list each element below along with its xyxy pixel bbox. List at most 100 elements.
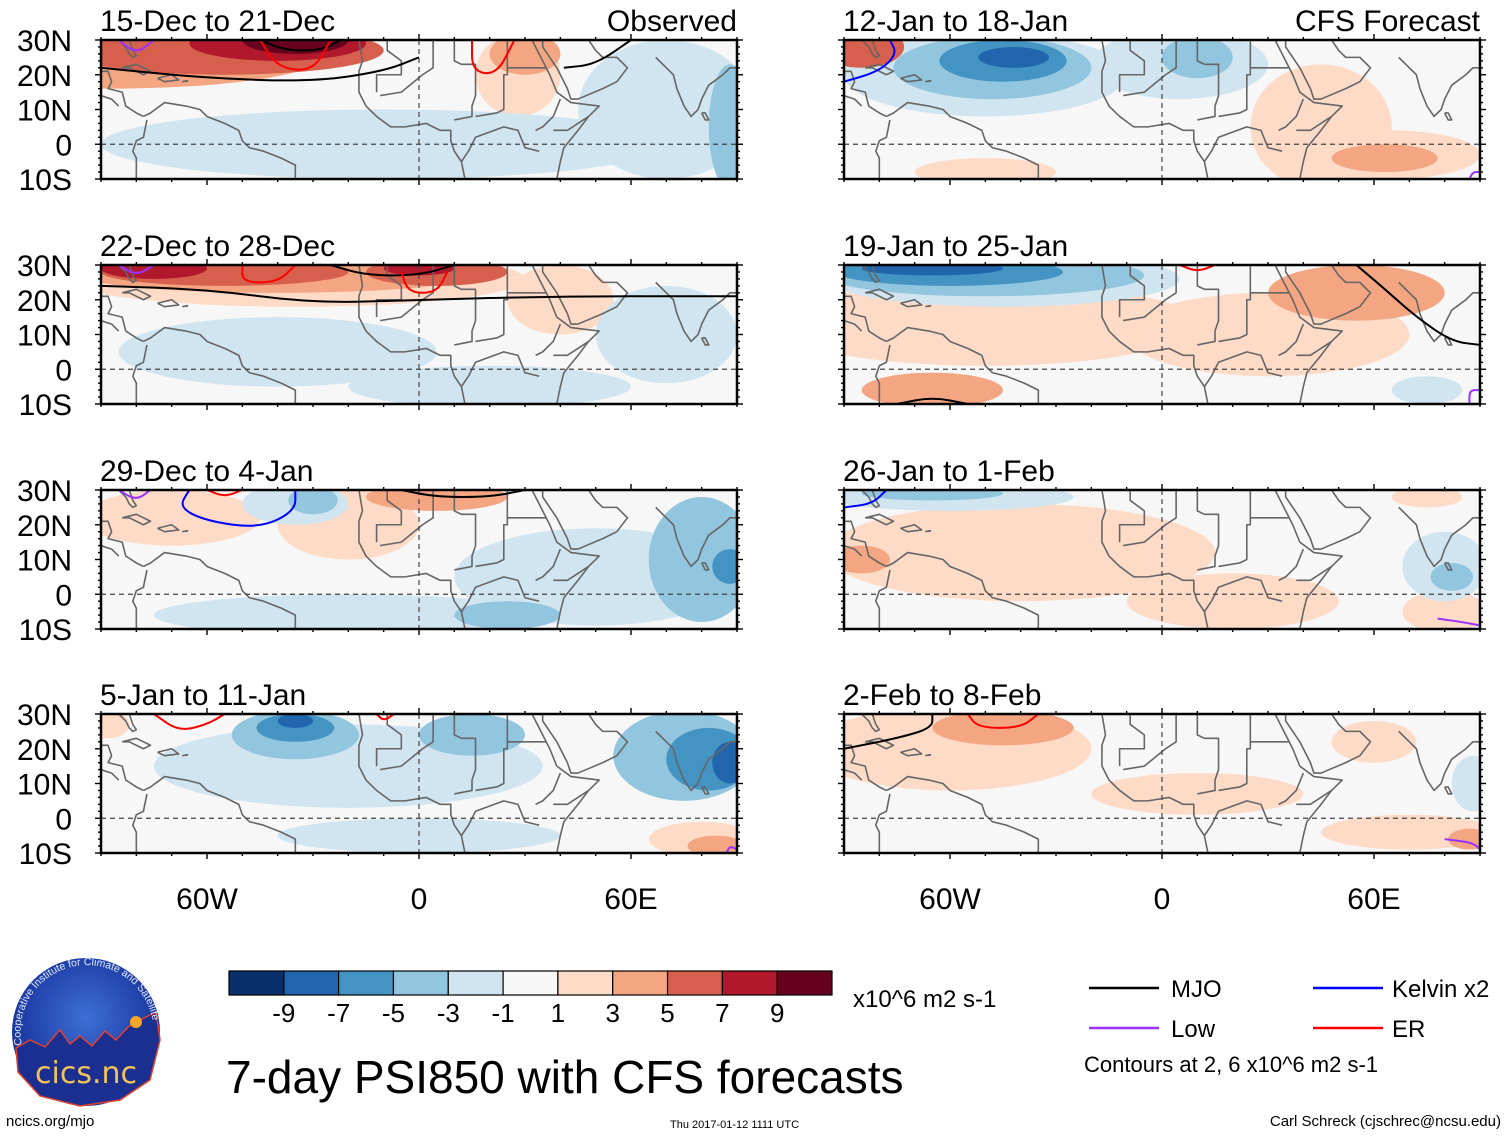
- coastline: [358, 714, 466, 853]
- coastline: [1203, 800, 1283, 837]
- anomaly-region-pos1: [1091, 773, 1304, 815]
- contour-er: [241, 265, 297, 284]
- colorbar-swatch: [612, 970, 669, 996]
- colorbar-swatch: [447, 970, 504, 996]
- anomaly-region-pos1: [1331, 720, 1417, 763]
- contour-kelvin-x2: [181, 490, 297, 527]
- contour-layer: [844, 714, 1480, 851]
- anomaly-region-neg3: [288, 490, 338, 515]
- panel-title: 26-Jan to 1-Feb: [843, 455, 1055, 488]
- coastline: [1443, 786, 1453, 795]
- anomaly-region-neg1: [348, 365, 631, 404]
- colorbar-tick-label: -9: [272, 998, 295, 1028]
- coastline: [475, 40, 509, 118]
- y-tick-label: 10S: [19, 389, 72, 422]
- coastline: [1118, 40, 1146, 93]
- contour-legend: MJO Kelvin x2 Low ER: [1089, 976, 1489, 1043]
- anomaly-region-pos1: [1391, 490, 1463, 508]
- map-panel-p2: 12-Jan to 18-Jan CFS Forecast: [838, 5, 1486, 185]
- colorbar-tick-label: 1: [551, 998, 565, 1028]
- anomaly-fill-layer: [844, 265, 1463, 404]
- anomaly-region-pos3: [366, 490, 508, 511]
- coastline-layer: [844, 714, 1480, 853]
- coastline-layer: [101, 40, 737, 179]
- anomaly-region-pos3: [1331, 144, 1438, 173]
- coastline: [874, 569, 891, 629]
- anomaly-fill-layer: [844, 490, 1480, 629]
- panel-tag: Observed: [607, 5, 737, 38]
- coastline: [844, 520, 887, 568]
- coastline: [157, 73, 180, 83]
- coastline: [143, 775, 297, 853]
- colorbar-tick-label: 9: [770, 998, 784, 1028]
- coastline: [475, 265, 509, 343]
- coastline: [1274, 40, 1343, 179]
- anomaly-region-neg3: [648, 496, 737, 623]
- coastline: [122, 737, 152, 750]
- contour-er: [153, 714, 226, 730]
- anomaly-region-neg1: [154, 594, 543, 629]
- coastline: [101, 319, 120, 332]
- coastline: [1218, 490, 1252, 568]
- colorbar-swatch: [283, 970, 340, 996]
- x-tick-label: 60E: [604, 883, 657, 916]
- x-tick-label: 0: [1154, 883, 1171, 916]
- coastline: [874, 344, 891, 404]
- coastline: [143, 101, 297, 179]
- coastline: [118, 265, 138, 284]
- contour-mjo: [101, 284, 737, 303]
- colorbar-tick-label: 5: [660, 998, 674, 1028]
- coastline: [844, 768, 863, 781]
- coastline: [143, 326, 297, 404]
- x-tick-label: 60W: [176, 883, 238, 916]
- coastline: [900, 73, 923, 83]
- contour-mjo: [330, 265, 455, 277]
- coastline: [460, 126, 540, 163]
- coastline: [541, 265, 629, 325]
- coastline: [1203, 126, 1283, 163]
- sun-icon: [130, 1016, 142, 1028]
- coastline: [101, 295, 144, 343]
- author-credit: Carl Schreck (cjschrec@ncsu.edu): [1269, 1113, 1501, 1130]
- coastline: [1196, 490, 1220, 571]
- y-tick-label: 10S: [19, 838, 72, 871]
- coastline: [380, 490, 434, 547]
- coastline: [453, 714, 477, 795]
- coastline: [118, 714, 138, 733]
- logo-name: cics.nc: [35, 1056, 137, 1091]
- coastline: [844, 544, 863, 557]
- coastline: [1101, 265, 1209, 404]
- y-tick-label: 10N: [17, 545, 72, 578]
- panel-tag: CFS Forecast: [1295, 5, 1481, 38]
- coastline: [1284, 714, 1372, 774]
- coastline: [700, 337, 710, 346]
- coastline: [453, 265, 477, 346]
- coastline: [1278, 772, 1305, 806]
- colorbar-tick-label: 3: [605, 998, 619, 1028]
- coastline: [1203, 576, 1283, 613]
- coastline: [1196, 40, 1220, 121]
- colorbar-swatch: [228, 970, 285, 996]
- anomaly-region-neg3: [454, 601, 561, 629]
- anomaly-region-pos3: [844, 545, 890, 574]
- contour-er: [259, 40, 332, 71]
- coastline: [358, 40, 466, 179]
- coastline: [925, 304, 932, 308]
- coastline: [553, 115, 590, 132]
- coastline: [1274, 714, 1343, 853]
- y-tick-label: 20N: [17, 60, 72, 93]
- coastline: [1443, 112, 1453, 121]
- legend-label-er: ER: [1392, 1016, 1425, 1043]
- contour-mjo: [563, 40, 632, 69]
- panel-title: 12-Jan to 18-Jan: [843, 5, 1068, 38]
- source-url[interactable]: ncics.org/mjo: [6, 1113, 95, 1130]
- coastline: [553, 789, 590, 806]
- contour-mjo: [844, 714, 934, 750]
- y-tick-label: 20N: [17, 734, 72, 767]
- y-tick-label: 0: [55, 354, 72, 387]
- coastline: [531, 40, 601, 179]
- coastline: [101, 94, 120, 107]
- panel-title: 15-Dec to 21-Dec: [100, 5, 335, 38]
